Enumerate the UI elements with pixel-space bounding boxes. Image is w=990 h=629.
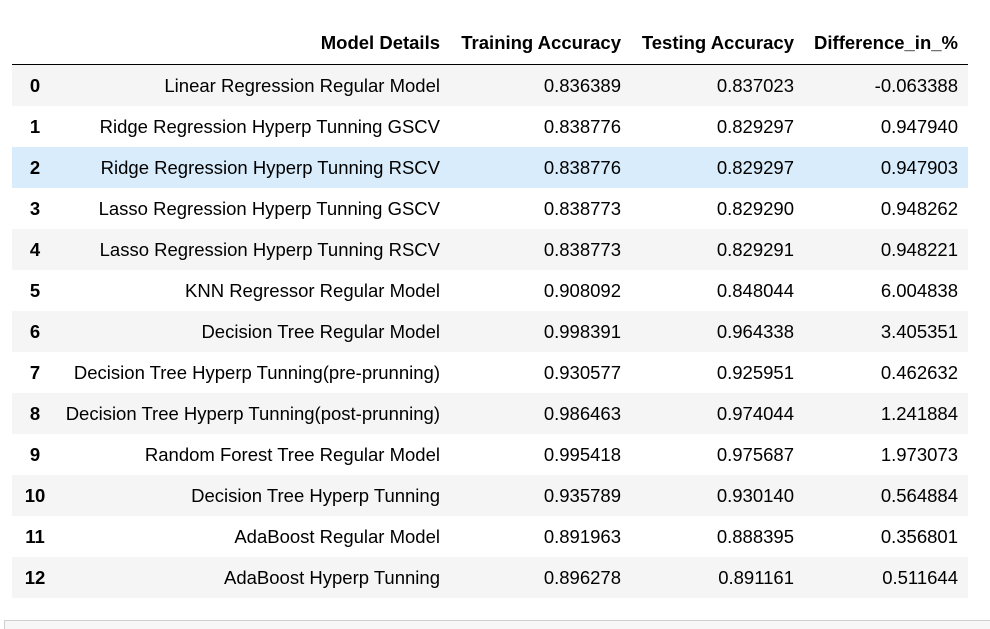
cell-model-details: Decision Tree Hyperp Tunning(pre-prunnin… bbox=[73, 361, 440, 383]
table-row[interactable]: 7 Decision Tree Hyperp Tunning(pre-prunni… bbox=[12, 352, 968, 393]
table-row[interactable]: 11 AdaBoost Regular Model 0.891963 0.888395… bbox=[12, 516, 968, 557]
cell-model-details: KNN Regressor Regular Model bbox=[185, 279, 440, 301]
row-index: 3 bbox=[29, 197, 41, 219]
row-index: 4 bbox=[29, 238, 41, 260]
table-row[interactable]: 9 Random Forest Tree Regular Model 0.99541… bbox=[12, 434, 968, 475]
cell-testing-accuracy: 0.891161 bbox=[718, 566, 794, 588]
cell-training-accuracy: 0.838773 bbox=[543, 238, 621, 260]
cell-testing-accuracy: 0.975687 bbox=[716, 443, 794, 465]
cell-difference: 0.948221 bbox=[880, 238, 958, 260]
table-row[interactable]: 8 Decision Tree Hyperp Tunning(post-prunn… bbox=[12, 393, 968, 434]
table-row[interactable]: 3 Lasso Regression Hyperp Tunning GSCV 0.8… bbox=[12, 188, 968, 229]
cell-training-accuracy: 0.935789 bbox=[543, 484, 621, 506]
cell-model-details: Lasso Regression Hyperp Tunning GSCV bbox=[98, 197, 440, 219]
cell-training-accuracy: 0.930577 bbox=[543, 361, 621, 383]
header-testing-accuracy: Testing Accuracy bbox=[631, 22, 804, 65]
table-row[interactable]: 0 Linear Regression Regular Model 0.836389… bbox=[12, 64, 968, 106]
next-cell-edge[interactable] bbox=[4, 620, 990, 629]
cell-training-accuracy: 0.891963 bbox=[543, 525, 621, 547]
cell-model-details: Random Forest Tree Regular Model bbox=[144, 443, 440, 465]
cell-testing-accuracy: 0.925951 bbox=[716, 361, 794, 383]
cell-testing-accuracy: 0.888395 bbox=[716, 525, 794, 547]
row-index: 8 bbox=[29, 402, 41, 424]
cell-difference: 0.947903 bbox=[880, 156, 958, 178]
row-index: 6 bbox=[29, 320, 41, 342]
cell-testing-accuracy: 0.837023 bbox=[716, 74, 794, 96]
cell-training-accuracy: 0.995418 bbox=[543, 443, 621, 465]
table-body: 0 Linear Regression Regular Model 0.836389… bbox=[12, 64, 968, 598]
cell-model-details: Decision Tree Hyperp Tunning bbox=[191, 484, 440, 506]
cell-difference: -0.063388 bbox=[874, 74, 958, 96]
cell-training-accuracy: 0.836389 bbox=[543, 74, 621, 96]
cell-testing-accuracy: 0.829291 bbox=[716, 238, 794, 260]
cell-difference: 6.004838 bbox=[880, 279, 958, 301]
row-index: 11 bbox=[25, 525, 45, 547]
row-index: 5 bbox=[29, 279, 41, 301]
cell-testing-accuracy: 0.974044 bbox=[716, 402, 794, 424]
cell-model-details: Linear Regression Regular Model bbox=[164, 74, 440, 96]
cell-model-details: Decision Tree Regular Model bbox=[201, 320, 440, 342]
dataframe-output: Model Details Training Accuracy Testing … bbox=[12, 22, 968, 598]
cell-difference: 0.948262 bbox=[880, 197, 958, 219]
cell-testing-accuracy: 0.964338 bbox=[716, 320, 794, 342]
table-header: Model Details Training Accuracy Testing … bbox=[12, 22, 968, 65]
table-row[interactable]: 1 Ridge Regression Hyperp Tunning GSCV 0.8… bbox=[12, 106, 968, 147]
header-model-details: Model Details bbox=[52, 22, 450, 65]
cell-model-details: AdaBoost Hyperp Tunning bbox=[224, 566, 440, 588]
cell-training-accuracy: 0.986463 bbox=[543, 402, 621, 424]
cell-difference: 0.947940 bbox=[880, 115, 958, 137]
row-index: 10 bbox=[24, 484, 46, 506]
cell-training-accuracy: 0.838773 bbox=[543, 197, 621, 219]
cell-testing-accuracy: 0.829290 bbox=[716, 197, 794, 219]
cell-training-accuracy: 0.838776 bbox=[543, 115, 621, 137]
row-index: 12 bbox=[24, 566, 46, 588]
cell-testing-accuracy: 0.829297 bbox=[716, 156, 794, 178]
cell-model-details: Lasso Regression Hyperp Tunning RSCV bbox=[99, 238, 440, 260]
cell-model-details: Decision Tree Hyperp Tunning(post-prunni… bbox=[65, 402, 440, 424]
header-row: Model Details Training Accuracy Testing … bbox=[12, 22, 968, 65]
table-row[interactable]: 12 AdaBoost Hyperp Tunning 0.896278 0.89116… bbox=[12, 557, 968, 598]
row-index: 0 bbox=[29, 74, 41, 96]
table-row[interactable]: 10 Decision Tree Hyperp Tunning 0.935789 0.… bbox=[12, 475, 968, 516]
cell-model-details: AdaBoost Regular Model bbox=[234, 525, 440, 547]
table-row[interactable]: 4 Lasso Regression Hyperp Tunning RSCV 0.8… bbox=[12, 229, 968, 270]
cell-difference: 1.241884 bbox=[880, 402, 958, 424]
table-row[interactable]: 5 KNN Regressor Regular Model 0.908092 0.84… bbox=[12, 270, 968, 311]
row-index: 2 bbox=[29, 156, 41, 178]
header-index bbox=[12, 22, 52, 65]
row-index: 7 bbox=[29, 361, 41, 383]
table-row[interactable]: 6 Decision Tree Regular Model 0.998391 0.96… bbox=[12, 311, 968, 352]
row-index: 9 bbox=[29, 443, 41, 465]
header-training-accuracy: Training Accuracy bbox=[450, 22, 631, 65]
cell-testing-accuracy: 0.930140 bbox=[716, 484, 794, 506]
header-difference: Difference_in_% bbox=[804, 22, 968, 65]
row-index: 1 bbox=[29, 115, 41, 137]
cell-difference: 0.356801 bbox=[880, 525, 958, 547]
cell-training-accuracy: 0.838776 bbox=[543, 156, 621, 178]
cell-model-details: Ridge Regression Hyperp Tunning GSCV bbox=[99, 115, 440, 137]
table-row[interactable]: 2 Ridge Regression Hyperp Tunning RSCV 0.8… bbox=[12, 147, 968, 188]
cell-training-accuracy: 0.908092 bbox=[543, 279, 621, 301]
cell-difference: 3.405351 bbox=[880, 320, 958, 342]
cell-testing-accuracy: 0.848044 bbox=[716, 279, 794, 301]
cell-model-details: Ridge Regression Hyperp Tunning RSCV bbox=[100, 156, 440, 178]
cell-testing-accuracy: 0.829297 bbox=[716, 115, 794, 137]
cell-difference: 0.511644 bbox=[882, 566, 958, 588]
model-comparison-table: Model Details Training Accuracy Testing … bbox=[12, 22, 968, 598]
cell-training-accuracy: 0.896278 bbox=[543, 566, 621, 588]
cell-difference: 0.462632 bbox=[880, 361, 958, 383]
cell-difference: 0.564884 bbox=[880, 484, 958, 506]
cell-training-accuracy: 0.998391 bbox=[543, 320, 621, 342]
cell-difference: 1.973073 bbox=[880, 443, 958, 465]
